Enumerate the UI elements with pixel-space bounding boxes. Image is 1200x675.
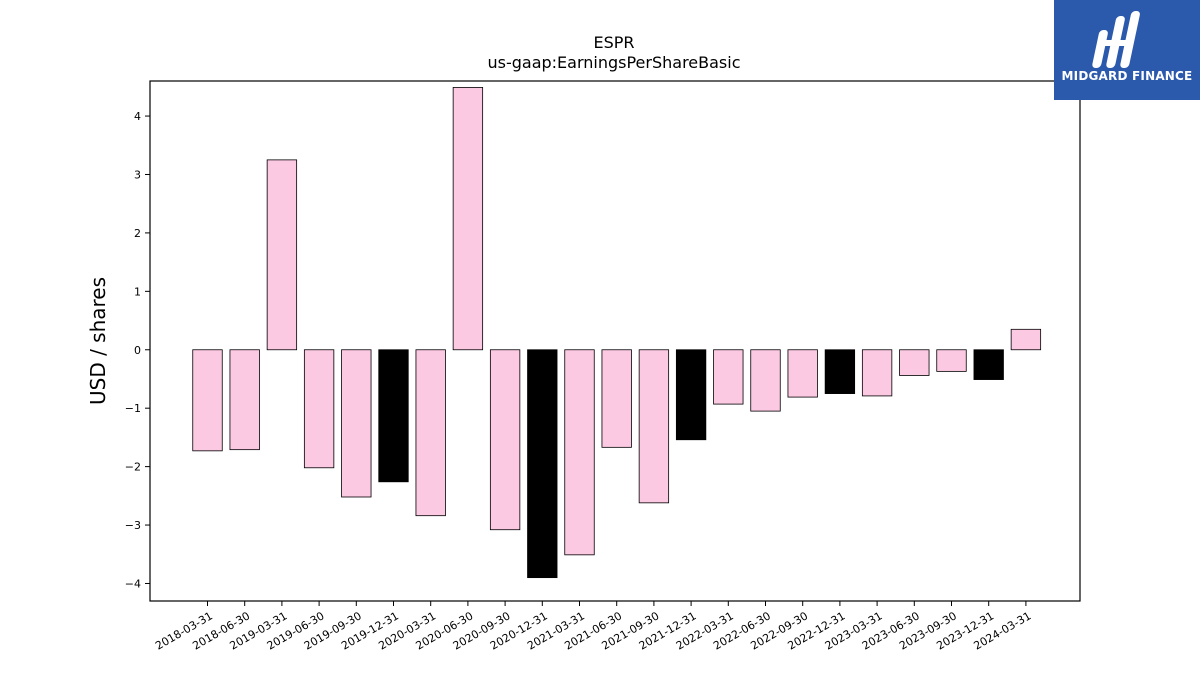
bar-2023-03-31 [861, 349, 893, 397]
bar-2019-09-30 [341, 349, 372, 498]
bar-2022-09-30 [787, 349, 818, 398]
bar-2021-06-30 [601, 349, 632, 448]
bar-2020-12-31 [527, 349, 558, 579]
midgard-logo-icon [1054, 0, 1200, 100]
bar-2019-03-31 [266, 159, 298, 351]
bar-2018-03-31 [192, 349, 223, 452]
y-tick-label: −2 [125, 461, 141, 474]
y-tick-label: −3 [125, 519, 141, 532]
y-tick-label: 1 [134, 285, 141, 298]
y-tick-label: 0 [134, 344, 141, 357]
plot-frame [149, 80, 1081, 602]
y-axis: −4 −3 −2 −1 0 1 2 3 4 [125, 110, 150, 590]
bar-2020-06-30 [452, 87, 484, 351]
x-axis: 2018-03-312018-06-302019-03-312019-06-30… [153, 601, 1033, 653]
bar-2023-09-30 [936, 349, 967, 372]
y-tick-label: 4 [134, 110, 141, 123]
chart-subtitle: us-gaap:EarningsPerShareBasic [487, 53, 740, 72]
bar-2022-06-30 [750, 349, 781, 412]
chart-title: ESPR [593, 33, 634, 52]
bar-2023-06-30 [899, 349, 930, 376]
bar-2020-03-31 [415, 349, 446, 517]
y-tick-label: 2 [134, 227, 141, 240]
bar-2021-12-31 [675, 349, 707, 441]
bar-2022-12-31 [824, 349, 856, 394]
bar-2019-12-31 [378, 349, 409, 483]
y-axis-label: USD / shares [86, 277, 110, 405]
bar-2021-09-30 [638, 349, 670, 504]
bar-2023-12-31 [973, 349, 1004, 380]
bar-2024-03-31 [1010, 328, 1042, 351]
y-tick-label: 3 [134, 168, 141, 181]
bar-2018-06-30 [229, 349, 260, 451]
brand-name: MIDGARD FINANCE [1061, 69, 1193, 83]
bar-2020-09-30 [489, 349, 521, 531]
y-tick-label: −4 [125, 577, 141, 590]
bar-2022-03-31 [713, 349, 744, 405]
bar-2021-03-31 [564, 349, 595, 556]
brand-logo: MIDGARD FINANCE [1054, 0, 1200, 100]
bar-2019-06-30 [303, 349, 335, 469]
bar-group [192, 87, 1042, 579]
y-tick-label: −1 [125, 402, 141, 415]
